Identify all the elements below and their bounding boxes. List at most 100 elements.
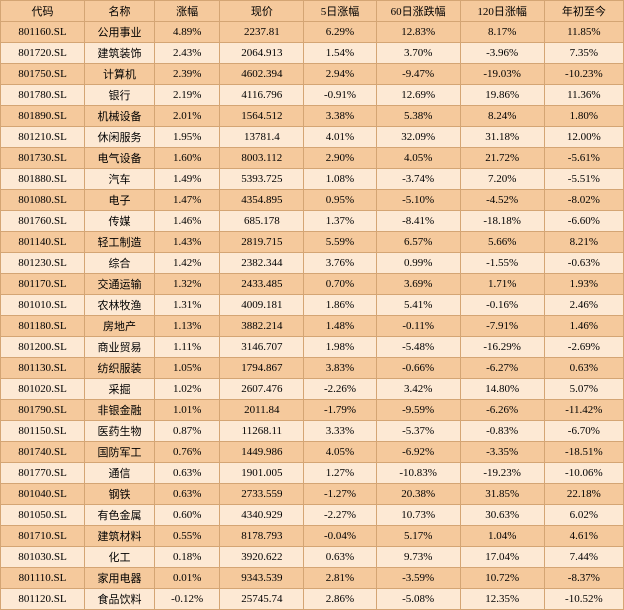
table-cell: 801030.SL (1, 547, 85, 568)
table-cell: 电气设备 (85, 148, 155, 169)
table-cell: 801760.SL (1, 211, 85, 232)
table-cell: -2.27% (304, 505, 376, 526)
table-cell: 1.08% (304, 169, 376, 190)
table-cell: 8178.793 (220, 526, 304, 547)
table-cell: 8.24% (460, 106, 544, 127)
table-cell: 19.86% (460, 85, 544, 106)
table-cell: 1794.867 (220, 358, 304, 379)
table-cell: -5.51% (544, 169, 623, 190)
table-row: 801750.SL计算机2.39%4602.3942.94%-9.47%-19.… (1, 64, 624, 85)
table-cell: -10.83% (376, 463, 460, 484)
table-cell: 1449.986 (220, 442, 304, 463)
table-cell: -3.35% (460, 442, 544, 463)
table-cell: 0.95% (304, 190, 376, 211)
table-cell: 1.98% (304, 337, 376, 358)
table-cell: 2.43% (155, 43, 220, 64)
table-cell: 22.18% (544, 484, 623, 505)
table-cell: 801140.SL (1, 232, 85, 253)
table-cell: -6.26% (460, 400, 544, 421)
table-cell: 0.63% (304, 547, 376, 568)
table-cell: 21.72% (460, 148, 544, 169)
table-cell: 5.38% (376, 106, 460, 127)
table-cell: 医药生物 (85, 421, 155, 442)
table-cell: 801020.SL (1, 379, 85, 400)
table-cell: 2.19% (155, 85, 220, 106)
table-cell: 轻工制造 (85, 232, 155, 253)
table-cell: 家用电器 (85, 568, 155, 589)
table-cell: 机械设备 (85, 106, 155, 127)
table-cell: -10.06% (544, 463, 623, 484)
table-cell: 30.63% (460, 505, 544, 526)
table-row: 801710.SL建筑材料0.55%8178.793-0.04%5.17%1.0… (1, 526, 624, 547)
table-cell: 2.39% (155, 64, 220, 85)
data-table: 代码名称涨幅现价5日涨幅60日涨跌幅120日涨幅年初至今 801160.SL公用… (0, 0, 624, 610)
table-cell: 801210.SL (1, 127, 85, 148)
table-cell: 纺织服装 (85, 358, 155, 379)
table-cell: 建筑装饰 (85, 43, 155, 64)
table-cell: 1.86% (304, 295, 376, 316)
table-cell: 801890.SL (1, 106, 85, 127)
table-row: 801110.SL家用电器0.01%9343.5392.81%-3.59%10.… (1, 568, 624, 589)
table-cell: 传媒 (85, 211, 155, 232)
table-cell: 2.81% (304, 568, 376, 589)
table-cell: 13781.4 (220, 127, 304, 148)
table-row: 801230.SL综合1.42%2382.3443.76%0.99%-1.55%… (1, 253, 624, 274)
table-cell: 4009.181 (220, 295, 304, 316)
table-cell: 8.17% (460, 22, 544, 43)
table-body: 801160.SL公用事业4.89%2237.816.29%12.83%8.17… (1, 22, 624, 610)
table-cell: 685.178 (220, 211, 304, 232)
table-cell: 商业贸易 (85, 337, 155, 358)
table-cell: 1.48% (304, 316, 376, 337)
table-cell: 3.76% (304, 253, 376, 274)
table-cell: 0.55% (155, 526, 220, 547)
table-cell: 7.20% (460, 169, 544, 190)
table-cell: 5.41% (376, 295, 460, 316)
table-cell: -0.12% (155, 589, 220, 610)
table-cell: 801160.SL (1, 22, 85, 43)
table-cell: 801750.SL (1, 64, 85, 85)
table-cell: 2.90% (304, 148, 376, 169)
table-cell: 801080.SL (1, 190, 85, 211)
table-cell: 通信 (85, 463, 155, 484)
table-cell: 1.05% (155, 358, 220, 379)
table-cell: 12.83% (376, 22, 460, 43)
table-row: 801760.SL传媒1.46%685.1781.37%-8.41%-18.18… (1, 211, 624, 232)
table-cell: 1.42% (155, 253, 220, 274)
table-cell: -0.63% (544, 253, 623, 274)
table-cell: -3.74% (376, 169, 460, 190)
table-cell: 3.69% (376, 274, 460, 295)
table-cell: -1.55% (460, 253, 544, 274)
table-cell: 1.80% (544, 106, 623, 127)
table-row: 801180.SL房地产1.13%3882.2141.48%-0.11%-7.9… (1, 316, 624, 337)
table-cell: 汽车 (85, 169, 155, 190)
table-cell: -16.29% (460, 337, 544, 358)
table-cell: 25745.74 (220, 589, 304, 610)
table-cell: 非银金融 (85, 400, 155, 421)
table-cell: 2733.559 (220, 484, 304, 505)
table-cell: 0.63% (155, 463, 220, 484)
table-cell: 7.44% (544, 547, 623, 568)
table-cell: 5.17% (376, 526, 460, 547)
col-header: 涨幅 (155, 1, 220, 22)
table-cell: 11268.11 (220, 421, 304, 442)
table-cell: 801010.SL (1, 295, 85, 316)
table-cell: 食品饮料 (85, 589, 155, 610)
table-cell: 31.85% (460, 484, 544, 505)
table-cell: 10.73% (376, 505, 460, 526)
table-cell: 化工 (85, 547, 155, 568)
table-cell: 1.71% (460, 274, 544, 295)
col-header: 名称 (85, 1, 155, 22)
table-row: 801020.SL采掘1.02%2607.476-2.26%3.42%14.80… (1, 379, 624, 400)
table-cell: 2237.81 (220, 22, 304, 43)
table-cell: 20.38% (376, 484, 460, 505)
table-cell: 0.87% (155, 421, 220, 442)
table-cell: -0.04% (304, 526, 376, 547)
table-cell: 0.18% (155, 547, 220, 568)
table-cell: 3.33% (304, 421, 376, 442)
table-cell: 3882.214 (220, 316, 304, 337)
table-cell: -8.37% (544, 568, 623, 589)
table-cell: 5.66% (460, 232, 544, 253)
table-cell: 1.13% (155, 316, 220, 337)
table-cell: 2.01% (155, 106, 220, 127)
table-row: 801030.SL化工0.18%3920.6220.63%9.73%17.04%… (1, 547, 624, 568)
